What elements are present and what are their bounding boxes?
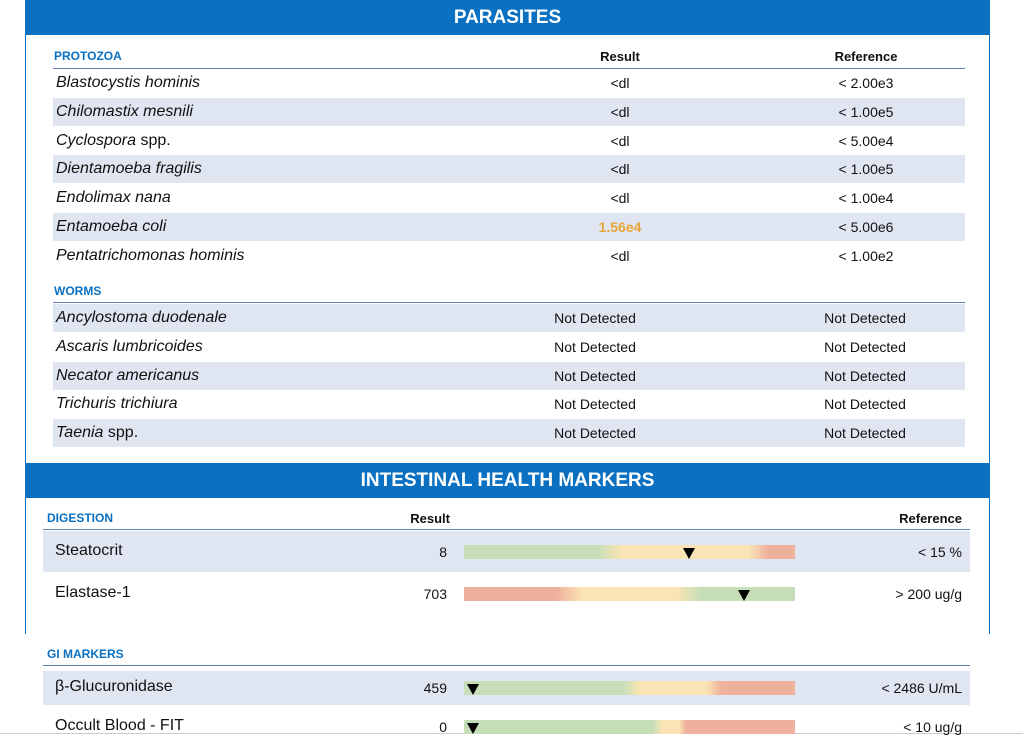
organism-name-italic: Pentatrichomonas hominis [56,246,245,264]
reference: Not Detected [824,338,906,355]
group-label: DIGESTION [47,511,114,525]
table-row [53,361,965,390]
range-marker [683,547,695,559]
marker-name: β-Glucuronidase [55,678,173,695]
divider [53,302,965,303]
column-header: Reference [834,49,898,64]
result: <dl [610,247,630,264]
organism-name: Trichuris trichiura [56,395,178,413]
range-bar [464,720,795,734]
reference: Not Detected [824,367,906,384]
marker-name: Occult Blood - FIT [55,717,184,734]
organism-name: Cyclospora spp. [56,132,171,150]
result: 0 [439,719,447,735]
group-label: PROTOZOA [54,49,122,63]
organism-name-italic: Dientamoeba fragilis [56,160,202,178]
organism-name: Ancylostoma duodenale [56,309,227,327]
reference: < 15 % [918,543,962,560]
organism-name-italic: Necator americanus [56,366,200,384]
organism-name: Entamoeba coli [56,218,166,236]
organism-name: Pentatrichomonas hominis [56,247,245,265]
column-header: Result [410,511,450,526]
result: <dl [610,75,630,91]
reference: < 2.00e3 [838,75,894,91]
organism-name-italic: Trichuris trichiura [56,395,178,413]
divider [43,665,970,666]
result: 8 [439,543,447,560]
table-row [53,213,965,241]
organism-name: Dientamoeba fragilis [56,160,202,178]
organism-name: Blastocystis hominis [56,74,200,92]
marker-name: Elastase-1 [55,583,131,601]
range-bar [464,681,795,695]
result: Not Detected [554,310,636,326]
range-marker [738,589,750,601]
reference: > 200 ug/g [895,585,962,602]
group-label: WORMS [54,284,102,298]
reference: < 10 ug/g [903,719,962,735]
organism-name-italic: Endolimax nana [56,189,171,207]
result: 703 [423,585,447,602]
organism-name-italic: Blastocystis hominis [56,74,201,91]
reference: Not Detected [824,396,906,413]
table-row [53,304,965,332]
result: <dl [610,103,630,120]
marker-name: Steatocrit [55,541,123,559]
reference: < 5.00e6 [838,219,894,235]
organism-name-italic: Ascaris lumbricoides [56,337,203,355]
border-right [989,0,990,634]
table-row [53,155,965,184]
organism-name: Endolimax nana [56,189,171,207]
reference: Not Detected [824,425,906,442]
result: Not Detected [554,396,636,413]
section-title: PARASITES [25,0,990,35]
section-title: INTESTINAL HEALTH MARKERS [25,463,990,498]
divider [43,529,970,530]
organism-name-italic: Cyclospora [56,131,137,149]
divider [53,68,965,69]
result: <dl [610,161,630,178]
organism-name: Necator americanus [56,367,199,385]
table-row [53,419,965,448]
reference: < 5.00e4 [838,132,894,149]
organism-name: Ascaris lumbricoides [56,338,203,356]
result: Not Detected [554,338,636,355]
organism-name-suffix: spp. [107,424,139,442]
range-marker [467,723,479,734]
range-marker [467,684,479,695]
result: 1.56e4 [598,219,642,235]
table-row [53,97,965,126]
reference: < 1.00e4 [838,190,894,207]
result: Not Detected [554,425,636,442]
result: <dl [610,132,630,149]
range-bar [464,544,795,559]
result: Not Detected [554,367,636,384]
result: <dl [610,190,630,207]
border-left [25,0,26,634]
organism-name: Taenia spp. [56,424,138,442]
group-label: GI MARKERS [47,647,124,661]
reference: < 1.00e5 [838,103,894,120]
organism-name-italic: Taenia [56,424,104,442]
result: 459 [423,680,447,696]
reference: Not Detected [824,310,906,326]
organism-name-italic: Entamoeba coli [56,218,167,235]
range-bar [464,586,795,601]
organism-name-suffix: spp. [140,131,171,149]
reference: < 1.00e2 [838,247,894,264]
organism-name-italic: Chilomastix mesnili [56,102,193,120]
reference: < 1.00e5 [838,161,894,178]
organism-name: Chilomastix mesnili [56,103,193,121]
reference: < 2486 U/mL [881,680,962,696]
column-header: Reference [899,511,962,526]
column-header: Result [600,49,640,64]
organism-name-italic: Ancylostoma duodenale [56,309,227,326]
